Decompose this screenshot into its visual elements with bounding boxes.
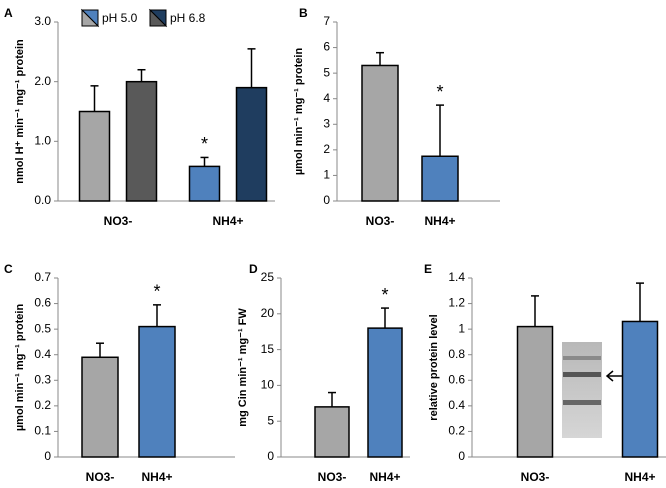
y-tick-label: 0.4 bbox=[34, 347, 51, 361]
significance-mark: * bbox=[201, 134, 208, 154]
y-tick-label: 10 bbox=[261, 378, 275, 392]
bar bbox=[78, 110, 111, 202]
bar bbox=[421, 155, 459, 202]
y-tick-label: 1.2 bbox=[448, 296, 465, 310]
x-tick-label: NH4+ bbox=[212, 214, 243, 228]
x-tick-label: NH4+ bbox=[624, 470, 655, 484]
error-bar bbox=[531, 295, 539, 327]
y-tick-label: 15 bbox=[261, 342, 275, 356]
x-tick-label: NO3- bbox=[104, 214, 133, 228]
bar bbox=[367, 327, 403, 458]
y-tick-label: 3 bbox=[323, 116, 330, 130]
panel-label: A bbox=[4, 6, 13, 20]
y-axis-label: nmol H⁺ min⁻¹ mg⁻¹ protein bbox=[14, 39, 26, 184]
y-tick-label: 0.2 bbox=[34, 398, 51, 412]
y-tick-label: 25 bbox=[261, 270, 275, 284]
y-axis-label: relative protein level bbox=[428, 314, 440, 420]
y-axis-label: mg Cin min⁻¹ mg⁻¹ FW bbox=[237, 308, 249, 427]
error-bar bbox=[436, 104, 444, 157]
bar bbox=[235, 86, 268, 202]
y-tick-label: 0.6 bbox=[448, 372, 465, 386]
panel-label: C bbox=[4, 262, 13, 276]
x-tick-label: NO3- bbox=[86, 470, 115, 484]
y-tick-label: 1 bbox=[323, 168, 330, 182]
error-bar bbox=[200, 156, 209, 167]
y-tick-label: 1.4 bbox=[448, 270, 465, 284]
y-tick-label: 0.1 bbox=[34, 424, 51, 438]
y-tick-label: 0.6 bbox=[34, 296, 51, 310]
y-tick-label: 0 bbox=[458, 449, 465, 463]
significance-mark: * bbox=[436, 82, 443, 102]
legend-label: pH 6.8 bbox=[170, 11, 206, 25]
y-tick-label: 0.5 bbox=[34, 321, 51, 335]
error-bar bbox=[636, 282, 644, 322]
bar bbox=[621, 320, 659, 458]
legend-label: pH 5.0 bbox=[102, 11, 138, 25]
x-tick-label: NO3- bbox=[318, 470, 347, 484]
x-tick-label: NH4+ bbox=[141, 470, 172, 484]
error-bar bbox=[96, 342, 104, 358]
x-tick-label: NH4+ bbox=[369, 470, 400, 484]
y-tick-label: 5 bbox=[323, 65, 330, 79]
bar bbox=[516, 325, 554, 458]
y-tick-label: 20 bbox=[261, 306, 275, 320]
y-tick-label: 5 bbox=[267, 413, 274, 427]
panel-label: D bbox=[249, 262, 258, 276]
error-bar bbox=[247, 48, 256, 88]
bar bbox=[188, 165, 221, 202]
y-tick-label: 0.7 bbox=[34, 270, 51, 284]
western-blot bbox=[562, 342, 622, 438]
y-tick-label: 2 bbox=[323, 142, 330, 156]
y-tick-label: 1.0 bbox=[34, 134, 51, 148]
y-tick-label: 0.2 bbox=[448, 424, 465, 438]
y-axis-label: µmol min⁻¹ mg⁻¹ protein bbox=[293, 48, 305, 176]
x-tick-label: NO3- bbox=[521, 470, 550, 484]
significance-mark: * bbox=[381, 285, 388, 305]
legend-swatch bbox=[149, 8, 168, 27]
y-tick-label: 0.4 bbox=[448, 398, 465, 412]
error-bar bbox=[381, 307, 389, 329]
y-tick-label: 0 bbox=[323, 193, 330, 207]
error-bar bbox=[328, 391, 336, 407]
y-tick-label: 3.0 bbox=[34, 14, 51, 28]
bar bbox=[361, 64, 399, 202]
legend-swatch bbox=[81, 8, 100, 27]
y-tick-label: 6 bbox=[323, 40, 330, 54]
y-axis-label: µmol min⁻¹ mg⁻¹ protein bbox=[14, 304, 26, 432]
x-tick-label: NH4+ bbox=[424, 214, 455, 228]
y-tick-label: 0 bbox=[44, 449, 51, 463]
error-bar bbox=[376, 51, 384, 66]
bar bbox=[314, 406, 350, 458]
y-tick-label: 1 bbox=[458, 321, 465, 335]
bar bbox=[125, 80, 158, 202]
y-tick-label: 7 bbox=[323, 14, 330, 28]
y-tick-label: 0.0 bbox=[34, 193, 51, 207]
y-tick-label: 2.0 bbox=[34, 74, 51, 88]
y-tick-label: 0 bbox=[267, 449, 274, 463]
error-bar bbox=[90, 85, 99, 112]
y-tick-label: 0.8 bbox=[448, 347, 465, 361]
y-tick-label: 0.3 bbox=[34, 372, 51, 386]
panel-label: E bbox=[424, 262, 432, 276]
error-bar bbox=[153, 304, 161, 327]
significance-mark: * bbox=[153, 282, 160, 302]
y-tick-label: 4 bbox=[323, 91, 330, 105]
x-tick-label: NO3- bbox=[366, 214, 395, 228]
panel-label: B bbox=[299, 6, 308, 20]
bar bbox=[81, 356, 119, 458]
bar bbox=[138, 325, 176, 458]
error-bar bbox=[137, 68, 146, 82]
